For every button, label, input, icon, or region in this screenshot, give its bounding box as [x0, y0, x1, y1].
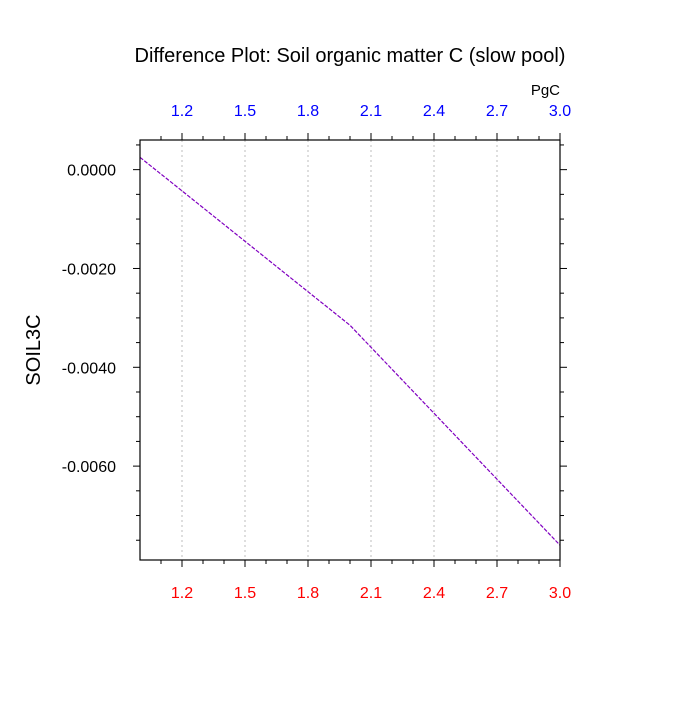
x-tick-label-bottom: 2.7 [486, 585, 508, 602]
x-tick-label-bottom: 1.5 [234, 585, 256, 602]
y-axis-label: SOIL3C [23, 314, 45, 385]
x-tick-label-top: 2.4 [423, 103, 445, 120]
x-tick-label-bottom: 2.1 [360, 585, 382, 602]
y-tick-label: -0.0020 [62, 261, 116, 278]
axis-ticks [133, 133, 567, 567]
y-tick-label: -0.0060 [62, 459, 116, 476]
chart-title: Difference Plot: Soil organic matter C (… [135, 45, 566, 67]
x-tick-label-top: 1.2 [171, 103, 193, 120]
x-tick-label-bottom: 3.0 [549, 585, 571, 602]
series-line-0 [139, 156, 561, 546]
x-tick-label-bottom: 1.8 [297, 585, 319, 602]
y-tick-label: -0.0040 [62, 360, 116, 377]
top-axis-unit-label: PgC [531, 82, 560, 99]
y-tick-label: 0.0000 [67, 163, 116, 180]
x-tick-label-bottom: 1.2 [171, 585, 193, 602]
plot-frame [139, 139, 561, 561]
x-tick-label-top: 2.1 [360, 103, 382, 120]
tick-labels: 1.2 1.2 1.5 1.5 1.8 1.8 2.1 2.1 2.4 2.4 2.7 2.7 3.0 3… [62, 103, 571, 602]
x-tick-label-top: 2.7 [486, 103, 508, 120]
x-tick-label-bottom: 2.4 [423, 585, 445, 602]
x-tick-label-top: 3.0 [549, 103, 571, 120]
series-lines [139, 156, 561, 546]
x-tick-label-top: 1.8 [297, 103, 319, 120]
grid-lines [181, 140, 498, 560]
x-tick-label-top: 1.5 [234, 103, 256, 120]
